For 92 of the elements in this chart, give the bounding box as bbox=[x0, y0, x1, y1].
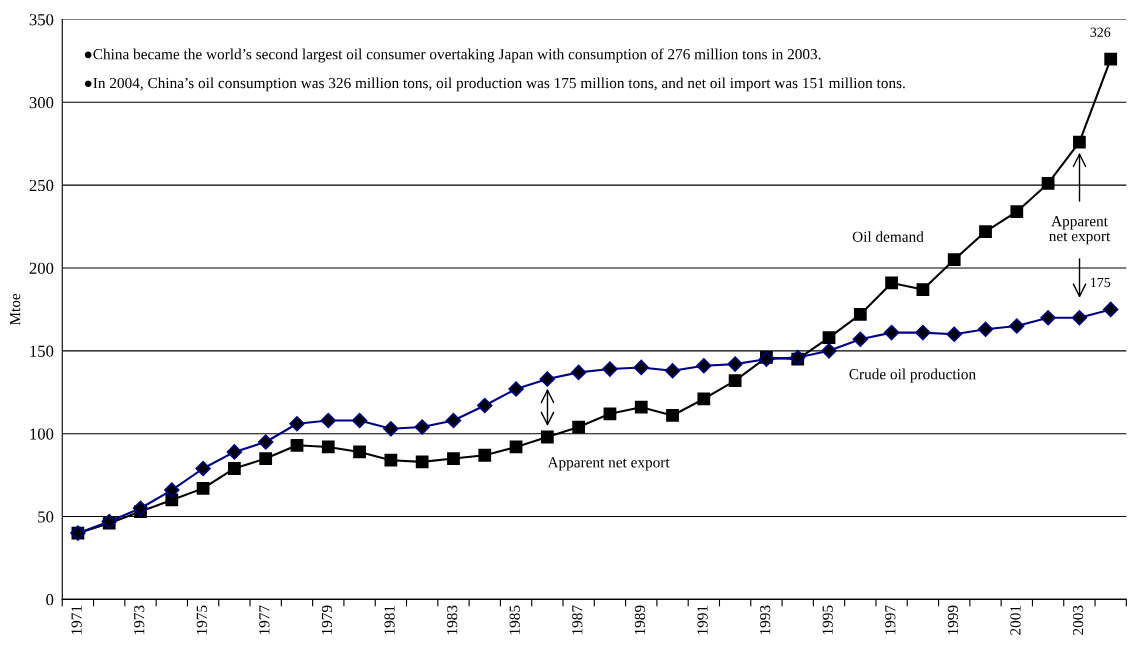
y-axis-title: Mtoe bbox=[10, 293, 21, 326]
point bbox=[445, 412, 462, 429]
y-tick-label: 200 bbox=[29, 262, 54, 274]
x-tick-label: 1981 bbox=[384, 605, 395, 635]
point bbox=[320, 412, 336, 429]
point bbox=[1009, 318, 1025, 334]
point bbox=[696, 358, 712, 374]
point bbox=[947, 253, 961, 267]
point bbox=[977, 321, 994, 338]
x-tick-label: 1979 bbox=[321, 605, 333, 635]
x-tick-label: 1991 bbox=[697, 605, 708, 635]
point bbox=[353, 445, 366, 459]
point bbox=[289, 416, 305, 432]
point bbox=[509, 440, 523, 454]
point bbox=[634, 400, 648, 414]
x-tick-label: 2003 bbox=[1072, 605, 1084, 635]
x-tick-label: 1973 bbox=[134, 605, 145, 635]
annotation: 326 bbox=[1090, 27, 1111, 37]
x-tick-label: 1997 bbox=[885, 605, 896, 635]
point bbox=[697, 392, 711, 406]
point bbox=[1073, 135, 1086, 149]
point bbox=[164, 482, 180, 498]
point bbox=[728, 374, 742, 388]
point bbox=[290, 438, 304, 452]
point bbox=[539, 371, 556, 387]
point bbox=[727, 356, 743, 372]
point bbox=[196, 481, 210, 495]
point bbox=[1102, 301, 1119, 318]
point bbox=[852, 331, 869, 347]
point bbox=[1040, 309, 1056, 326]
point bbox=[414, 419, 430, 435]
point bbox=[572, 420, 586, 434]
annotation: Apparent net export bbox=[1049, 216, 1111, 245]
point bbox=[979, 225, 992, 238]
point bbox=[132, 500, 149, 516]
point bbox=[602, 361, 618, 377]
x-tick-label: 1985 bbox=[509, 605, 520, 635]
point bbox=[257, 434, 274, 450]
point bbox=[384, 453, 398, 467]
annotation: Oil demand bbox=[852, 231, 924, 242]
point bbox=[226, 444, 243, 460]
y-tick-label: 100 bbox=[30, 428, 54, 440]
point bbox=[1071, 309, 1088, 326]
x-tick-label: 1987 bbox=[572, 605, 583, 635]
x-tick-label: 1975 bbox=[196, 605, 207, 635]
point bbox=[821, 343, 837, 359]
point bbox=[570, 364, 587, 381]
x-tick-label: 1989 bbox=[634, 605, 646, 635]
annotation: ●China became the world’s second largest oil consumer overtaking Japan with consumption of 276 million tons in 2003. bbox=[84, 48, 821, 63]
point bbox=[853, 308, 867, 321]
x-tick-label: 1977 bbox=[259, 605, 270, 635]
y-tick-label: 150 bbox=[30, 345, 54, 357]
point bbox=[383, 421, 399, 437]
point bbox=[415, 455, 429, 469]
y-tick-label: 350 bbox=[29, 14, 54, 26]
y-tick-label: 50 bbox=[38, 511, 54, 523]
x-tick-label: 1983 bbox=[446, 605, 458, 635]
x-tick-label: 1995 bbox=[822, 605, 833, 635]
point bbox=[1041, 177, 1055, 190]
y-tick-label: 300 bbox=[29, 96, 54, 109]
x-tick-label: 1993 bbox=[759, 605, 771, 635]
x-tick-label: 1971 bbox=[71, 605, 82, 635]
point bbox=[477, 397, 493, 414]
annotation: Apparent net export bbox=[547, 457, 670, 471]
point bbox=[540, 430, 554, 444]
point bbox=[1010, 205, 1024, 219]
y-tick-label: 250 bbox=[29, 179, 54, 192]
point bbox=[259, 452, 273, 465]
point bbox=[883, 324, 900, 341]
annotation: Crude oil production bbox=[849, 368, 976, 383]
point bbox=[822, 331, 836, 344]
annotation: 175 bbox=[1091, 277, 1111, 288]
point bbox=[321, 440, 335, 454]
point bbox=[227, 462, 241, 475]
point bbox=[1104, 52, 1118, 66]
annotation: ●In 2004, China’s oil consumption was 326 million tons, oil production was 175 million tons, and net oil import was 151 million tons. bbox=[84, 77, 905, 92]
point bbox=[633, 359, 649, 376]
point bbox=[664, 363, 681, 379]
point bbox=[915, 324, 931, 341]
x-tick-label: 1999 bbox=[947, 605, 959, 635]
point bbox=[195, 460, 211, 477]
point bbox=[946, 326, 962, 342]
point bbox=[666, 409, 679, 422]
point bbox=[885, 276, 899, 290]
x-tick-label: 2001 bbox=[1010, 605, 1021, 635]
point bbox=[508, 381, 524, 397]
point bbox=[603, 407, 617, 421]
y-tick-label: 0 bbox=[46, 594, 54, 606]
point bbox=[916, 283, 930, 296]
point bbox=[478, 448, 492, 462]
point bbox=[447, 452, 460, 465]
point bbox=[351, 412, 368, 429]
